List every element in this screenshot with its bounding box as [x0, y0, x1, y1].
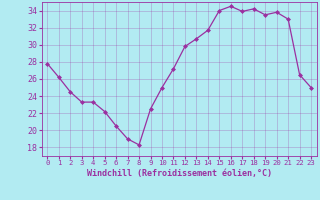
- X-axis label: Windchill (Refroidissement éolien,°C): Windchill (Refroidissement éolien,°C): [87, 169, 272, 178]
